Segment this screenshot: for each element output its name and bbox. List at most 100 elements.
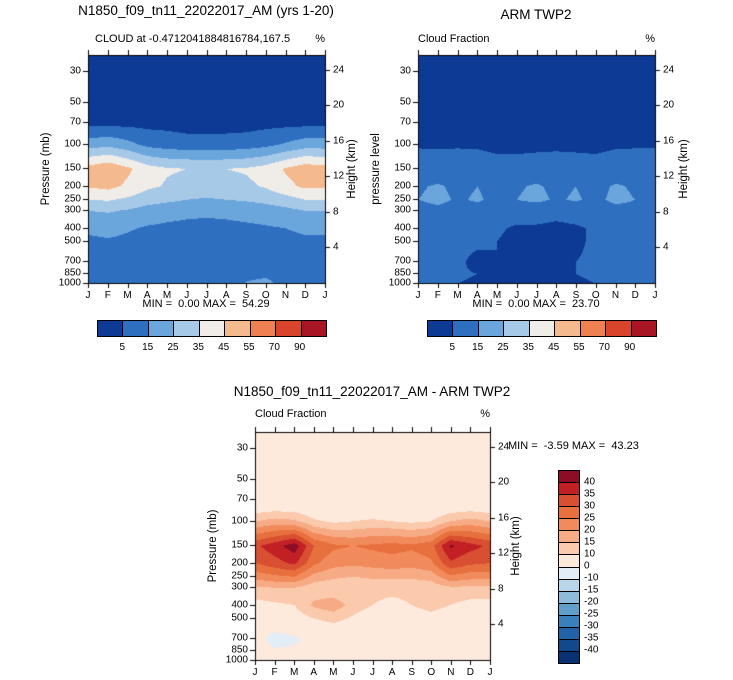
month-tick-label: J <box>350 667 356 678</box>
colorbar-cell <box>428 321 453 336</box>
colorbar-tick-label: 55 <box>243 342 255 353</box>
colorbar-cell <box>98 321 123 336</box>
month-tick-label: J <box>370 667 375 678</box>
colorbar-tick-label: 15 <box>584 536 596 548</box>
month-tick-label: J <box>415 290 421 301</box>
colorbar-tick-label: -10 <box>584 572 599 584</box>
model-minmax-stats: MIN = 0.00 MAX = 54.29 <box>142 298 270 310</box>
obs-panel-subtitle: Cloud Fraction <box>418 33 490 45</box>
pressure-tick-label: 70 <box>69 116 81 128</box>
month-tick-label: O <box>591 290 600 301</box>
obs-units-label: % <box>645 33 655 45</box>
diff-contour-plot <box>245 422 500 670</box>
model-units-label: % <box>315 33 325 45</box>
colorbar-tick-label: 15 <box>142 342 154 353</box>
pressure-tick-label: 250 <box>231 570 248 582</box>
month-tick-label: M <box>453 290 462 301</box>
colorbar-cell <box>249 321 276 336</box>
colorbar-tick-label: -40 <box>584 644 599 656</box>
month-tick-label: J <box>204 290 209 301</box>
obs-height-axis-label: Height (km) <box>678 139 690 199</box>
colorbar-cell <box>559 626 579 639</box>
pressure-tick-label: 700 <box>64 255 81 267</box>
height-tick-label: 20 <box>333 99 345 111</box>
height-tick-label: 24 <box>333 64 345 76</box>
pressure-tick-label: 150 <box>64 162 81 174</box>
pressure-tick-label: 500 <box>394 235 411 247</box>
month-tick-label: F <box>104 290 111 301</box>
colorbar-cell <box>173 321 199 336</box>
diff-minmax-stats: MIN = -3.59 MAX = 43.23 <box>508 440 639 452</box>
month-tick-label: A <box>310 667 318 678</box>
pressure-tick-label: 200 <box>64 180 81 192</box>
month-tick-label: J <box>252 667 258 678</box>
colorbar-tick-label: 70 <box>268 342 280 353</box>
height-tick-label: 4 <box>663 241 669 253</box>
model-panel-subtitle: CLOUD at -0.4712041884816784,167.5 <box>95 33 291 45</box>
model-colorbar <box>97 320 327 337</box>
month-tick-label: J <box>487 667 493 678</box>
month-tick-label: A <box>143 290 151 301</box>
height-tick-label: 8 <box>333 206 339 218</box>
colorbar-cell <box>559 590 579 603</box>
pressure-tick-label: 300 <box>394 204 411 216</box>
colorbar-cell <box>630 321 656 336</box>
colorbar-cell <box>452 321 478 336</box>
month-tick-label: O <box>261 290 270 301</box>
colorbar-cell <box>147 321 174 336</box>
colorbar-tick-label: -30 <box>584 620 599 632</box>
pressure-tick-label: 400 <box>394 222 411 234</box>
colorbar-cell <box>559 518 579 531</box>
colorbar-tick-label: 35 <box>192 342 204 353</box>
height-tick-label: 24 <box>498 441 510 453</box>
month-tick-label: M <box>329 667 338 678</box>
colorbar-cell <box>198 321 225 336</box>
colorbar-tick-label: -35 <box>584 632 599 644</box>
pressure-tick-label: 1000 <box>225 654 248 666</box>
month-tick-label: J <box>85 290 91 301</box>
colorbar-tick-label: 5 <box>119 342 126 353</box>
month-tick-label: N <box>611 290 620 301</box>
model-contour-plot <box>78 45 335 293</box>
pressure-tick-label: 700 <box>231 632 248 644</box>
colorbar-cell <box>122 321 148 336</box>
pressure-tick-label: 400 <box>231 599 248 611</box>
height-tick-label: 8 <box>498 583 504 595</box>
month-tick-label: J <box>534 290 539 301</box>
colorbar-tick-label: 15 <box>472 342 484 353</box>
colorbar-cell <box>275 321 301 336</box>
colorbar-cell <box>528 321 555 336</box>
obs-pressure-axis-label: pressure level <box>370 133 382 205</box>
diff-height-axis-label: Height (km) <box>510 516 522 576</box>
pressure-tick-label: 100 <box>231 515 248 527</box>
colorbar-tick-label: 90 <box>624 342 636 353</box>
model-panel-title: N1850_f09_tn11_22022017_AM (yrs 1-20) <box>78 3 334 18</box>
pressure-tick-label: 150 <box>231 539 248 551</box>
colorbar-tick-label: -15 <box>584 584 599 596</box>
pressure-tick-label: 500 <box>64 235 81 247</box>
month-tick-label: N <box>447 667 455 678</box>
pressure-tick-label: 50 <box>236 473 248 485</box>
month-tick-label: J <box>652 290 658 301</box>
obs-colorbar <box>427 320 657 337</box>
colorbar-tick-label: 55 <box>573 342 585 353</box>
colorbar-tick-label: 25 <box>584 512 596 524</box>
pressure-tick-label: 700 <box>394 255 411 267</box>
month-tick-label: J <box>322 290 328 301</box>
colorbar-tick-label: 45 <box>548 342 560 353</box>
month-tick-label: M <box>492 290 502 301</box>
pressure-tick-label: 30 <box>399 65 411 77</box>
height-tick-label: 8 <box>663 206 669 218</box>
colorbar-cell <box>559 554 579 567</box>
height-tick-label: 4 <box>498 618 504 630</box>
pressure-tick-label: 50 <box>399 96 411 108</box>
month-tick-label: D <box>631 290 639 301</box>
colorbar-cell <box>559 542 579 555</box>
colorbar-cell <box>559 506 579 519</box>
colorbar-tick-label: 25 <box>497 342 509 353</box>
height-tick-label: 12 <box>498 547 510 559</box>
pressure-tick-label: 850 <box>231 644 248 656</box>
height-tick-label: 20 <box>498 476 510 488</box>
month-tick-label: S <box>242 290 250 301</box>
